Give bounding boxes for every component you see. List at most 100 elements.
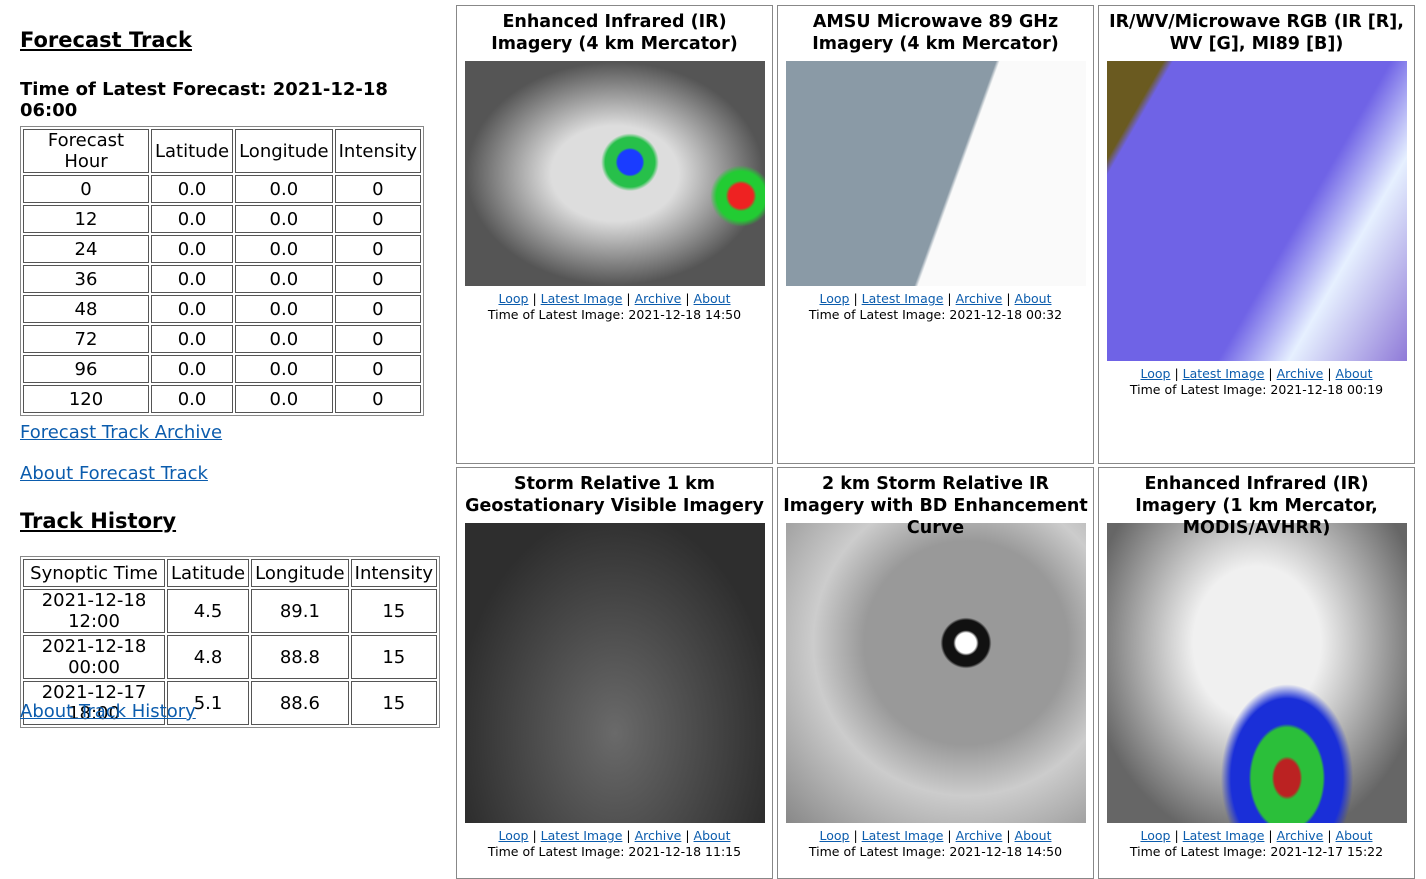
- link[interactable]: Loop: [1140, 828, 1171, 843]
- link[interactable]: Latest Image: [540, 828, 623, 843]
- cell: 0.0: [151, 265, 234, 293]
- cell: 12: [23, 205, 149, 233]
- row: 36 0.0 0.0 0: [23, 265, 421, 293]
- cell: 4.8: [167, 635, 250, 679]
- link[interactable]: Archive: [955, 291, 1003, 306]
- link[interactable]: Archive: [1276, 366, 1324, 381]
- separator: |: [943, 828, 956, 843]
- row: 2021-12-17 18:00 5.1 88.6 15: [23, 681, 437, 725]
- separator: |: [1323, 828, 1336, 843]
- cell: 2021-12-18 00:00: [23, 635, 166, 679]
- cell: 0.0: [235, 355, 333, 383]
- separator: |: [622, 291, 635, 306]
- link[interactable]: Archive: [634, 828, 682, 843]
- link[interactable]: Loop: [819, 291, 850, 306]
- cell: 0.0: [235, 175, 333, 203]
- image-panel: AMSU Microwave 89 GHz Imagery (4 km Merc…: [777, 5, 1094, 464]
- row: 12 0.0 0.0 0: [23, 205, 421, 233]
- cell: 0: [334, 295, 421, 323]
- satellite-image[interactable]: [785, 523, 1086, 823]
- row: 2021-12-18 00:00 4.8 88.8 15: [23, 635, 437, 679]
- satellite-image[interactable]: [1106, 61, 1407, 361]
- link[interactable]: About Track History: [20, 701, 196, 722]
- link[interactable]: Latest Image: [1182, 366, 1265, 381]
- link[interactable]: About: [1014, 291, 1052, 306]
- cell: 48: [23, 295, 149, 323]
- link[interactable]: About Forecast Track: [20, 463, 208, 484]
- image-links: Loop | Latest Image | Archive | About: [457, 291, 772, 307]
- image-panel: IR/WV/Microwave RGB (IR [R], WV [G], MI8…: [1098, 5, 1415, 464]
- row: 96 0.0 0.0 0: [23, 355, 421, 383]
- separator: |: [849, 291, 862, 306]
- link[interactable]: Archive: [634, 291, 682, 306]
- link[interactable]: About: [1335, 366, 1373, 381]
- separator: |: [1002, 291, 1015, 306]
- cell: 15: [350, 681, 437, 725]
- link[interactable]: Loop: [498, 291, 529, 306]
- image-panel: Storm Relative 1 km Geostationary Visibl…: [456, 467, 773, 879]
- link[interactable]: About: [1335, 828, 1373, 843]
- link[interactable]: Latest Image: [540, 291, 623, 306]
- image-time: Time of Latest Image: 2021-12-18 00:32: [808, 307, 1063, 322]
- satellite-image[interactable]: [1106, 523, 1407, 823]
- link[interactable]: Loop: [498, 828, 529, 843]
- satellite-image[interactable]: [464, 61, 765, 286]
- panel-title: IR/WV/Microwave RGB (IR [R], WV [G], MI8…: [1109, 12, 1404, 54]
- header-cell: Latitude: [167, 559, 250, 587]
- link[interactable]: About: [693, 291, 731, 306]
- link[interactable]: Latest Image: [1182, 828, 1265, 843]
- image-time: Time of Latest Image: 2021-12-18 00:19: [1129, 382, 1384, 397]
- cell: 2021-12-18 12:00: [23, 589, 166, 633]
- cell: 0.0: [235, 325, 333, 353]
- image-time: Time of Latest Image: 2021-12-18 11:15: [487, 844, 742, 859]
- header-row: Forecast Hour Latitude Longitude Intensity: [23, 129, 421, 173]
- satellite-image[interactable]: [785, 61, 1086, 286]
- cell: 0: [334, 325, 421, 353]
- separator: |: [681, 828, 694, 843]
- cell: 88.6: [251, 681, 349, 725]
- cell: 0: [23, 175, 149, 203]
- header-cell: Intensity: [350, 559, 437, 587]
- image-time: Time of Latest Image: 2021-12-18 14:50: [487, 307, 742, 322]
- link[interactable]: Archive: [955, 828, 1003, 843]
- link[interactable]: Loop: [1140, 366, 1171, 381]
- link[interactable]: Forecast Track Archive: [20, 422, 223, 443]
- panel-title: Enhanced Infrared (IR) Imagery (4 km Mer…: [491, 12, 738, 54]
- cell: 0: [334, 265, 421, 293]
- satellite-image[interactable]: [464, 523, 765, 823]
- header-row: Synoptic Time Latitude Longitude Intensity: [23, 559, 437, 587]
- cell: 120: [23, 385, 149, 413]
- cell: 0.0: [235, 205, 333, 233]
- cell: 0.0: [151, 295, 234, 323]
- link[interactable]: Loop: [819, 828, 850, 843]
- image-links: Loop | Latest Image | Archive | About: [457, 828, 772, 844]
- cell: 0: [334, 235, 421, 263]
- header-cell: Synoptic Time: [23, 559, 166, 587]
- separator: |: [1170, 828, 1183, 843]
- separator: |: [849, 828, 862, 843]
- cell: 0: [334, 205, 421, 233]
- panel-title: 2 km Storm Relative IR Imagery with BD E…: [783, 474, 1088, 538]
- image-time: Time of Latest Image: 2021-12-18 14:50: [808, 844, 1063, 859]
- separator: |: [943, 291, 956, 306]
- separator: |: [1170, 366, 1183, 381]
- image-time: Time of Latest Image: 2021-12-17 15:22: [1129, 844, 1384, 859]
- link[interactable]: About: [1014, 828, 1052, 843]
- link[interactable]: About: [693, 828, 731, 843]
- separator: |: [528, 291, 541, 306]
- separator: |: [622, 828, 635, 843]
- link[interactable]: Archive: [1276, 828, 1324, 843]
- cell: 0.0: [151, 205, 234, 233]
- link[interactable]: Latest Image: [861, 291, 944, 306]
- cell: 0.0: [151, 385, 234, 413]
- image-panel: 2 km Storm Relative IR Imagery with BD E…: [777, 467, 1094, 879]
- image-links: Loop | Latest Image | Archive | About: [778, 828, 1093, 844]
- header-cell: Forecast Hour: [23, 129, 149, 173]
- link[interactable]: Latest Image: [861, 828, 944, 843]
- section-title: Track History: [20, 509, 177, 533]
- forecast-table: Forecast Hour Latitude Longitude Intensity 0…: [20, 126, 424, 416]
- cell: 15: [350, 589, 437, 633]
- image-links: Loop | Latest Image | Archive | About: [1099, 828, 1414, 844]
- cell: 36: [23, 265, 149, 293]
